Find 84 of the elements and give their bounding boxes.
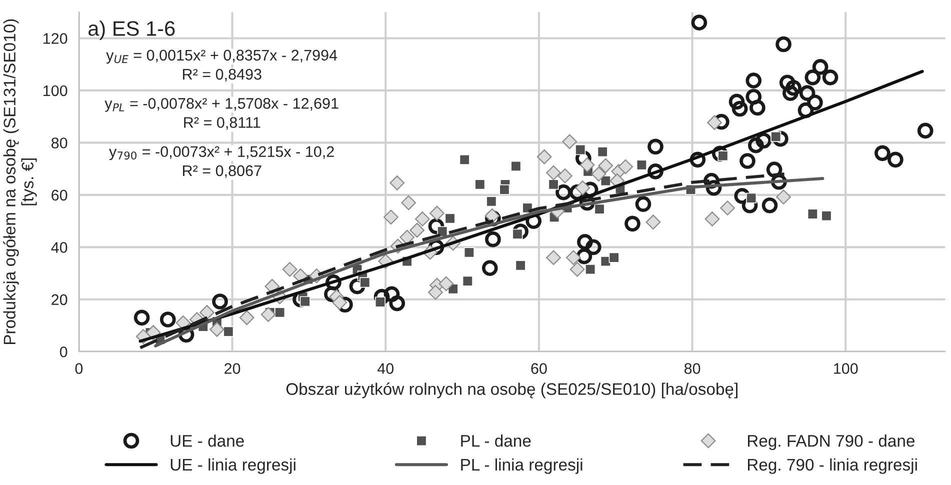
point	[515, 260, 526, 271]
point	[597, 146, 608, 158]
point	[720, 200, 735, 216]
x-tick-label: 100	[834, 363, 858, 374]
point	[591, 166, 606, 182]
point	[484, 208, 500, 224]
point	[486, 196, 497, 207]
point	[746, 192, 757, 204]
point	[704, 212, 720, 226]
point	[776, 190, 791, 204]
point	[464, 247, 474, 258]
point	[428, 284, 443, 300]
point	[462, 276, 473, 286]
point	[608, 252, 620, 263]
point	[821, 210, 832, 222]
x-tick-label: 20	[224, 363, 240, 374]
y-tick-label: 40	[51, 242, 68, 253]
point	[707, 115, 722, 130]
x-tick-label: 40	[377, 363, 394, 374]
point	[210, 322, 224, 337]
chart-title: a) ES 1-6	[88, 20, 175, 40]
point	[332, 295, 348, 310]
legend-label: PL - dane	[461, 434, 531, 447]
y-tick-label: 60	[52, 190, 68, 201]
point	[636, 160, 647, 170]
point	[200, 305, 214, 320]
point	[807, 208, 818, 220]
y-axis-title: Produkcja ogółem na osobę (SE131/SE010) [tys. €]	[3, 19, 37, 344]
y-tick-label: 100	[44, 85, 68, 96]
legend-label: Reg. FADN 790 - dane	[748, 434, 914, 450]
point	[548, 179, 559, 190]
point	[459, 154, 470, 165]
point	[598, 158, 614, 174]
legend-label: Reg. 790 - linia regresji	[748, 458, 917, 474]
point	[438, 276, 454, 292]
point	[594, 204, 605, 214]
point	[430, 206, 444, 221]
point	[546, 250, 561, 266]
point	[646, 214, 661, 230]
annotation: y$_{PL}$ = -0,0078x² + 1,5708x - 12,691	[104, 98, 338, 112]
point	[585, 264, 596, 275]
point	[566, 250, 581, 266]
y-tick-label: 80	[51, 138, 68, 148]
point	[401, 195, 416, 210]
annotation: y$_{UE}$ = 0,0015x² + 0,8357x - 2,7994	[106, 50, 338, 64]
annotation: y$_{790}$ = -0,0073x² + 1,5215x - 10,2	[109, 146, 334, 160]
point	[384, 210, 398, 225]
point	[580, 157, 595, 172]
x-tick-label: 60	[531, 363, 547, 374]
x-tick-label: 80	[684, 363, 700, 374]
point	[400, 230, 415, 245]
point	[618, 159, 634, 174]
point	[558, 168, 572, 184]
legend-label: UE - dane	[170, 434, 244, 447]
point	[444, 213, 456, 224]
point	[499, 184, 510, 195]
point	[360, 277, 370, 288]
point	[410, 222, 424, 238]
point	[575, 144, 586, 156]
annotation: R² = 0,8111	[184, 117, 260, 130]
point	[239, 310, 254, 326]
point	[274, 307, 286, 318]
y-tick-label: 20	[52, 294, 68, 306]
legend-label: PL - linia regresji	[461, 458, 582, 474]
annotation: R² = 0,8493	[183, 68, 262, 82]
point	[282, 262, 298, 277]
point	[536, 149, 552, 164]
point	[223, 326, 234, 337]
point	[546, 165, 561, 180]
x-tick-label: 0	[75, 363, 83, 374]
point	[510, 160, 522, 172]
x-axis-title: Obszar użytków rolnych na osobę (SE025/SE010) [ha/osobę]	[286, 382, 738, 398]
point	[390, 175, 405, 190]
legend-label: UE - linia regresji	[170, 458, 296, 474]
y-tick-label: 120	[44, 33, 68, 44]
point	[474, 179, 486, 190]
point	[570, 262, 585, 277]
point	[260, 307, 276, 322]
point	[414, 212, 430, 226]
point	[562, 134, 578, 150]
y-tick-label: 0	[60, 346, 68, 358]
point	[575, 180, 590, 196]
annotation: R² = 0,8067	[183, 165, 262, 178]
point	[300, 296, 310, 307]
